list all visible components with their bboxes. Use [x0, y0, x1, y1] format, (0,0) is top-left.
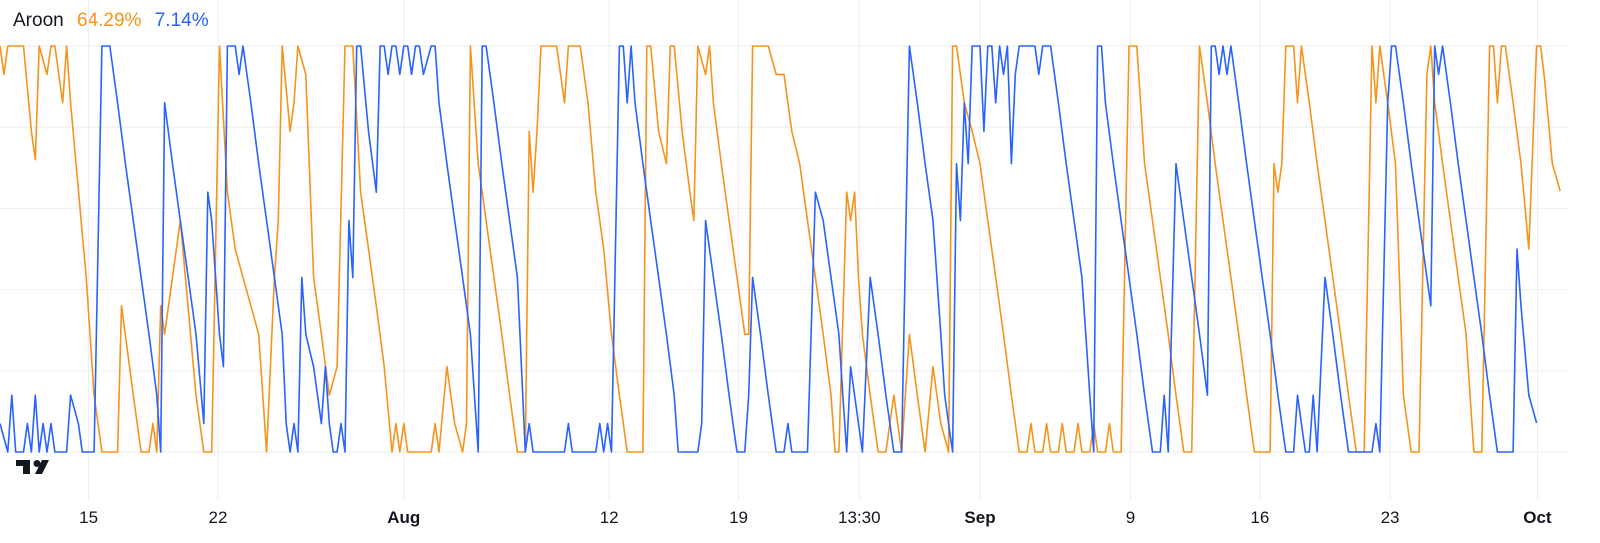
x-axis: 15 22 Aug 12 19 13:30 Sep 9 16 23 Oct [79, 508, 1552, 527]
tradingview-logo-icon[interactable] [16, 460, 49, 474]
x-tick-label: Sep [964, 508, 995, 527]
aroon-down-value: 7.14% [154, 10, 209, 31]
indicator-name[interactable]: Aroon [13, 10, 64, 31]
x-tick-label: 13:30 [838, 508, 881, 527]
x-tick-label: Oct [1523, 508, 1552, 527]
x-tick-label: 22 [208, 508, 227, 527]
aroon-down-line [0, 45, 1538, 453]
series-lines [0, 45, 1561, 453]
x-tick-label: 9 [1126, 508, 1135, 527]
aroon-up-value: 64.29% [76, 10, 142, 31]
chart-legend: Aroon 64.29% 7.14% [13, 9, 217, 33]
x-tick-label: 19 [729, 508, 748, 527]
x-tick-label: 15 [79, 508, 98, 527]
x-tick-label: Aug [387, 508, 420, 527]
aroon-up-line [0, 45, 1561, 453]
x-tick-label: 23 [1381, 508, 1400, 527]
x-tick-label: 12 [600, 508, 619, 527]
x-tick-label: 16 [1250, 508, 1269, 527]
